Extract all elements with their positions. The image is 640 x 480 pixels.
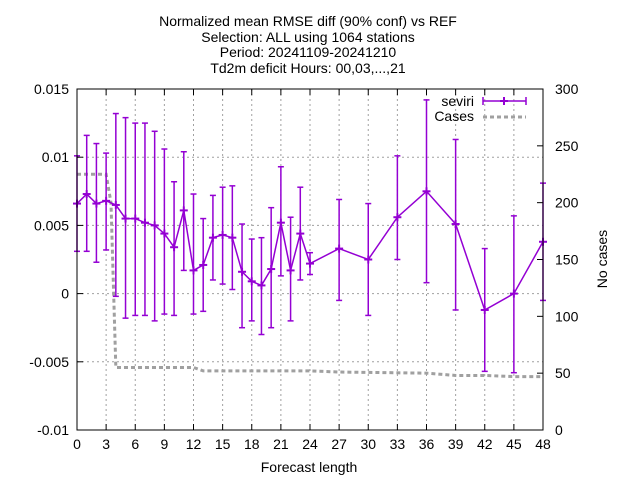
x-tick-label: 3: [102, 436, 110, 452]
y-tick-label: 0.015: [34, 81, 69, 97]
y2-tick-label: 0: [555, 422, 563, 438]
x-tick-label: 0: [73, 436, 81, 452]
title-line-3: Period: 20241109-20241210: [220, 44, 397, 60]
legend-label-cases: Cases: [434, 108, 474, 124]
title-line-2: Selection: ALL using 1064 stations: [201, 29, 415, 45]
y-tick-label: 0.01: [42, 149, 69, 165]
x-tick-label: 45: [506, 436, 522, 452]
cases-line: [77, 172, 543, 379]
y-tick-label: 0.005: [34, 217, 69, 233]
x-tick-label: 39: [448, 436, 464, 452]
x-tick-label: 12: [186, 436, 202, 452]
x-tick-label: 42: [477, 436, 493, 452]
x-tick-label: 21: [273, 436, 289, 452]
y2-tick-label: 100: [555, 308, 579, 324]
chart-title: Normalized mean RMSE diff (90% conf) vs …: [159, 13, 457, 76]
x-tick-label: 24: [302, 436, 318, 452]
y2-tick-label: 50: [555, 365, 571, 381]
y-axis-right: 0 50 100 150 200 250 300: [537, 81, 579, 438]
cases-series: [77, 172, 543, 379]
y2-tick-label: 200: [555, 195, 579, 211]
x-tick-label: 15: [215, 436, 231, 452]
y-tick-label: -0.005: [29, 354, 69, 370]
y2-tick-label: 250: [555, 138, 579, 154]
x-tick-label: 48: [535, 436, 551, 452]
x-axis: 0 3 6 9 12 15 18 21 24 27 30 33 36 39 42 45 48: [73, 89, 551, 452]
x-tick-label: 30: [360, 436, 376, 452]
y-axis-left: -0.01 -0.005 0 0.005 0.01 0.015: [29, 81, 83, 438]
y-tick-label: -0.01: [37, 422, 69, 438]
x-tick-label: 27: [331, 436, 347, 452]
x-tick-label: 36: [419, 436, 435, 452]
legend-label-seviri: seviri: [441, 93, 474, 109]
title-line-1: Normalized mean RMSE diff (90% conf) vs …: [159, 13, 457, 29]
y-tick-label: 0: [61, 286, 69, 302]
x-tick-label: 6: [131, 436, 139, 452]
x-tick-label: 18: [244, 436, 260, 452]
legend: seviri Cases: [434, 93, 527, 124]
title-line-4: Td2m deficit Hours: 00,03,...,21: [210, 60, 406, 76]
y2-tick-label: 150: [555, 252, 579, 268]
y2-tick-label: 300: [555, 81, 579, 97]
x-tick-label: 33: [390, 436, 406, 452]
y2-axis-label: No cases: [594, 230, 610, 288]
x-tick-label: 9: [160, 436, 168, 452]
x-axis-label: Forecast length: [261, 459, 358, 475]
